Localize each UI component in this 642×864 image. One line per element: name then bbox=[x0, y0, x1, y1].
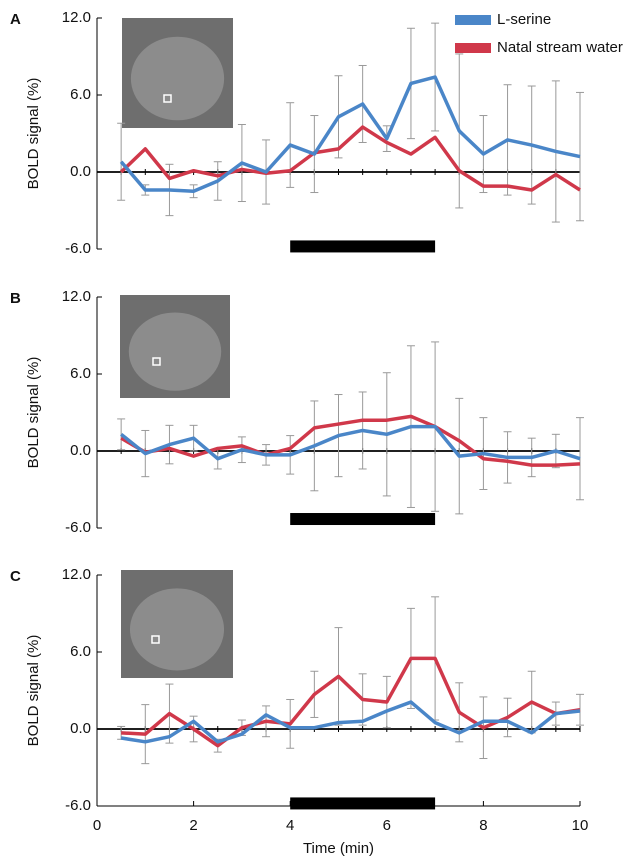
x-tick-label: 0 bbox=[93, 817, 101, 834]
y-tick-label: -6.0 bbox=[65, 797, 91, 814]
panel-label: B bbox=[10, 290, 21, 307]
panel-label: C bbox=[10, 568, 21, 585]
legend-label: L-serine bbox=[497, 11, 551, 28]
x-tick-label: 4 bbox=[286, 817, 294, 834]
y-tick-label: 12.0 bbox=[62, 288, 91, 305]
y-tick-label: 0.0 bbox=[70, 442, 91, 459]
error-bar bbox=[117, 418, 126, 451]
mri-inset-shape bbox=[130, 36, 225, 121]
x-tick-label: 2 bbox=[189, 817, 197, 834]
legend-label: Natal stream water bbox=[497, 39, 623, 56]
y-tick-label: 12.0 bbox=[62, 9, 91, 26]
y-tick-label: 6.0 bbox=[70, 365, 91, 382]
y-tick-label: 12.0 bbox=[62, 566, 91, 583]
y-tick-label: -6.0 bbox=[65, 240, 91, 257]
legend-swatch bbox=[455, 43, 491, 53]
series-line bbox=[121, 656, 581, 748]
series-line bbox=[120, 414, 581, 467]
series-line bbox=[119, 75, 581, 193]
y-tick-label: 6.0 bbox=[70, 86, 91, 103]
y-tick-label: 0.0 bbox=[70, 163, 91, 180]
roi-marker bbox=[151, 635, 160, 644]
x-tick-label: 10 bbox=[572, 817, 589, 834]
series-line bbox=[120, 700, 581, 744]
mri-inset-shape bbox=[128, 312, 222, 391]
mri-inset-shape bbox=[129, 588, 225, 671]
y-axis-label: BOLD signal (%) bbox=[25, 78, 42, 190]
panel: B BOLD signal (%) -6.0 0.0 6.0 12.0 bbox=[10, 288, 584, 536]
panel: C BOLD signal (%) -6.0 0.0 6.0 12.0 0 2 4 6 8 10 Tim… bbox=[10, 566, 588, 857]
x-tick-label: 8 bbox=[479, 817, 487, 834]
y-tick-label: -6.0 bbox=[65, 519, 91, 536]
series-line bbox=[120, 424, 581, 461]
panel-label: A bbox=[10, 11, 21, 28]
legend-swatch bbox=[455, 15, 491, 25]
y-axis-label: BOLD signal (%) bbox=[25, 357, 42, 469]
y-tick-label: 6.0 bbox=[70, 643, 91, 660]
y-axis-label: BOLD signal (%) bbox=[25, 635, 42, 747]
stimulus-bar bbox=[290, 797, 436, 810]
x-tick-label: 6 bbox=[383, 817, 391, 834]
roi-marker bbox=[152, 357, 161, 366]
y-tick-label: 0.0 bbox=[70, 720, 91, 737]
series-line bbox=[119, 125, 581, 192]
stimulus-bar bbox=[290, 240, 436, 253]
x-axis-label: Time (min) bbox=[303, 840, 374, 857]
panel: A BOLD signal (%) -6.0 0.0 6.0 12.0 L-serine Na… bbox=[10, 9, 623, 257]
stimulus-bar bbox=[290, 513, 436, 526]
roi-marker bbox=[163, 94, 172, 103]
